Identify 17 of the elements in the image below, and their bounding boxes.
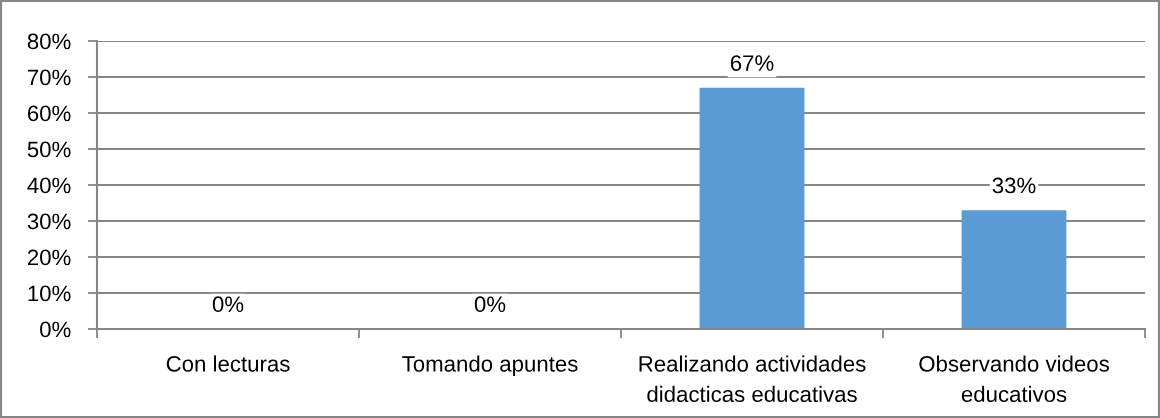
y-tick-label: 50% xyxy=(27,141,71,158)
y-tick-label: 0% xyxy=(40,321,71,338)
y-tick-label: 80% xyxy=(27,33,71,50)
y-tick-label: 10% xyxy=(28,285,71,302)
x-tick-label: Con lecturas xyxy=(166,355,290,372)
data-label: 33% xyxy=(992,177,1036,194)
data-label: 0% xyxy=(212,296,244,313)
data-label: 67% xyxy=(730,55,774,71)
y-tick-label: 40% xyxy=(27,177,71,194)
y-tick-label: 20% xyxy=(27,249,71,266)
y-tick-label: 60% xyxy=(27,105,71,122)
x-tick-label: Tomando apuntes xyxy=(402,355,578,377)
x-tick-label: Realizando actividades didacticas educativas xyxy=(639,355,866,403)
x-tick-label: Observando videos educativos xyxy=(919,355,1109,403)
y-tick-label: 70% xyxy=(27,69,71,86)
data-label: 0% xyxy=(474,296,506,313)
y-tick-label: 30% xyxy=(27,213,71,230)
